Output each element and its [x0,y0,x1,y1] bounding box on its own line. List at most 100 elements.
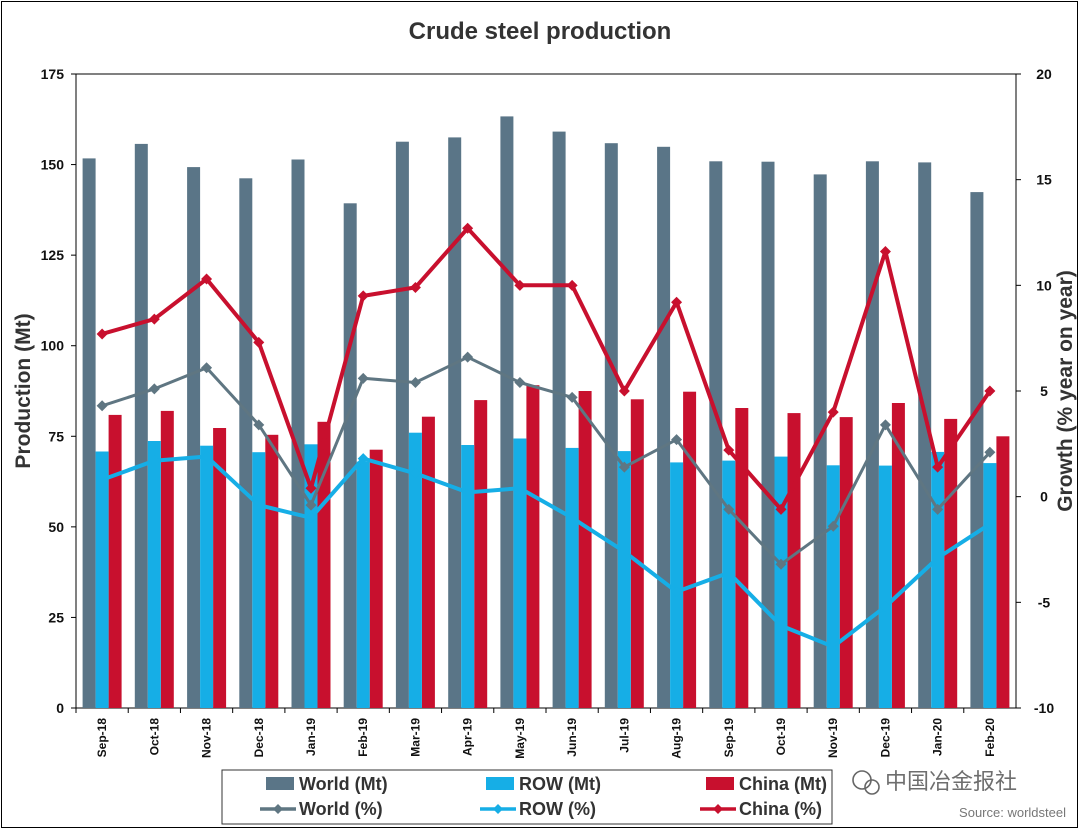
point-row-pct-may-19 [514,482,526,494]
bar-china-mt-nov-18 [213,428,227,708]
y2-axis-title: Growth (% year on year) [1054,270,1077,512]
x-tick-label-may-19: May-19 [513,718,527,759]
bar-row-mt-apr-19 [461,445,475,708]
point-row-pct-sep-19 [723,567,735,579]
point-china-pct-jul-19 [618,385,630,397]
bar-world-mt-jul-19 [604,143,618,708]
bar-row-mt-jun-19 [565,447,579,708]
point-world-pct-jul-19 [618,461,630,473]
point-row-pct-sep-18 [96,474,108,486]
bar-china-mt-jul-19 [630,399,644,708]
x-tick-label-aug-19: Aug-19 [670,718,684,759]
x-tick-label-sep-18: Sep-18 [95,718,109,758]
y2-tick-label: 10 [1036,277,1052,293]
y-tick-label: 0 [56,700,64,716]
bar-world-mt-dec-19 [865,161,879,709]
y2-tick-label: 20 [1036,66,1052,82]
point-world-pct-dec-19 [879,419,891,431]
bar-row-mt-feb-19 [356,461,370,708]
bar-world-mt-dec-18 [239,178,253,709]
y2-tick-label: 15 [1036,172,1052,188]
source-note: Source: worldsteel [959,805,1066,820]
bar-china-mt-aug-19 [683,391,697,708]
bar-world-mt-apr-19 [448,137,462,708]
point-world-pct-aug-19 [671,434,683,446]
point-world-pct-sep-18 [96,400,108,412]
bar-row-mt-feb-20 [983,463,997,708]
point-china-pct-jan-20 [932,461,944,473]
point-world-pct-mar-19 [409,377,421,389]
bar-china-mt-jan-19 [317,421,331,708]
point-world-pct-dec-18 [253,419,265,431]
x-tick-label-nov-18: Nov-18 [200,718,214,758]
y-tick-label: 100 [41,338,65,354]
bar-china-mt-mar-19 [421,416,435,708]
y2-tick-label: -5 [1038,594,1051,610]
x-tick-label-nov-19: Nov-19 [826,718,840,758]
point-row-pct-nov-18 [201,451,213,463]
x-tick-label-apr-19: Apr-19 [461,718,475,756]
point-china-pct-mar-19 [409,281,421,293]
point-china-pct-oct-18 [148,313,160,325]
legend-marker-china-pct [713,804,723,814]
x-tick-label-dec-18: Dec-18 [252,718,266,758]
point-world-pct-feb-20 [984,446,996,458]
bar-row-mt-jan-19 [304,444,318,708]
x-tick-label-oct-19: Oct-19 [774,718,788,756]
bar-row-mt-may-19 [513,438,527,708]
bar-row-mt-sep-19 [722,460,736,708]
bar-world-mt-may-19 [500,116,514,708]
point-row-pct-jan-19 [305,512,317,524]
point-row-pct-jan-20 [932,552,944,564]
y-axis-title: Production (Mt) [12,313,35,468]
y-tick-label: 175 [41,66,65,82]
x-tick-label-feb-20: Feb-20 [983,718,997,757]
x-tick-label-jan-20: Jan-20 [931,718,945,756]
bar-china-mt-sep-19 [735,408,749,708]
point-row-pct-mar-19 [409,467,421,479]
legend-label-world: World (%) [299,799,383,819]
point-row-pct-oct-19 [775,620,787,632]
y-tick-label: 125 [41,247,65,263]
point-world-pct-jan-19 [305,499,317,511]
plot-area [75,73,1017,709]
y2-tick-label: 0 [1040,489,1048,505]
bar-row-mt-jan-20 [931,451,945,708]
y-tick-label: 25 [48,609,64,625]
x-tick-label-oct-18: Oct-18 [147,718,161,756]
legend-label-china-mt: China (Mt) [739,774,827,794]
point-world-pct-nov-19 [827,520,839,532]
point-world-pct-apr-19 [462,351,474,363]
x-tick-label-jul-19: Jul-19 [617,718,631,753]
bar-china-mt-jun-19 [578,391,592,708]
x-tick-label-jan-19: Jan-19 [304,718,318,756]
point-row-pct-jun-19 [566,512,578,524]
x-tick-label-sep-19: Sep-19 [722,718,736,758]
bar-world-mt-feb-19 [343,203,357,709]
legend-swatch-china-mt [706,777,734,790]
bar-china-mt-apr-19 [474,400,488,708]
legend-marker-row-pct [493,804,503,814]
watermark: 中国冶金报社 [885,770,1017,795]
point-china-pct-sep-19 [723,444,735,456]
bar-china-mt-may-19 [526,385,540,708]
bar-world-mt-sep-18 [82,158,96,708]
axes-layer: 0 25 50 75 100 125 150 175 -10 -5 0 5 10 15 20 Sep-18 Oc… [41,66,1055,759]
point-row-pct-nov-19 [827,641,839,653]
bar-china-mt-feb-20 [996,436,1010,708]
bar-china-mt-jan-20 [944,418,958,708]
point-china-pct-feb-20 [984,385,996,397]
legend: World (Mt) ROW (Mt) China (Mt) World (%) ROW… [260,774,827,819]
point-world-pct-may-19 [514,377,526,389]
bar-world-mt-aug-19 [657,146,671,709]
point-china-pct-may-19 [514,279,526,291]
point-china-pct-dec-18 [253,336,265,348]
bar-row-mt-nov-19 [826,465,840,708]
legend-swatch-world-mt [266,777,294,790]
bar-china-mt-dec-19 [891,403,905,708]
bar-row-mt-jul-19 [617,451,631,708]
bar-world-mt-nov-19 [813,174,827,708]
point-row-pct-jul-19 [618,546,630,558]
point-row-pct-dec-19 [879,601,891,613]
